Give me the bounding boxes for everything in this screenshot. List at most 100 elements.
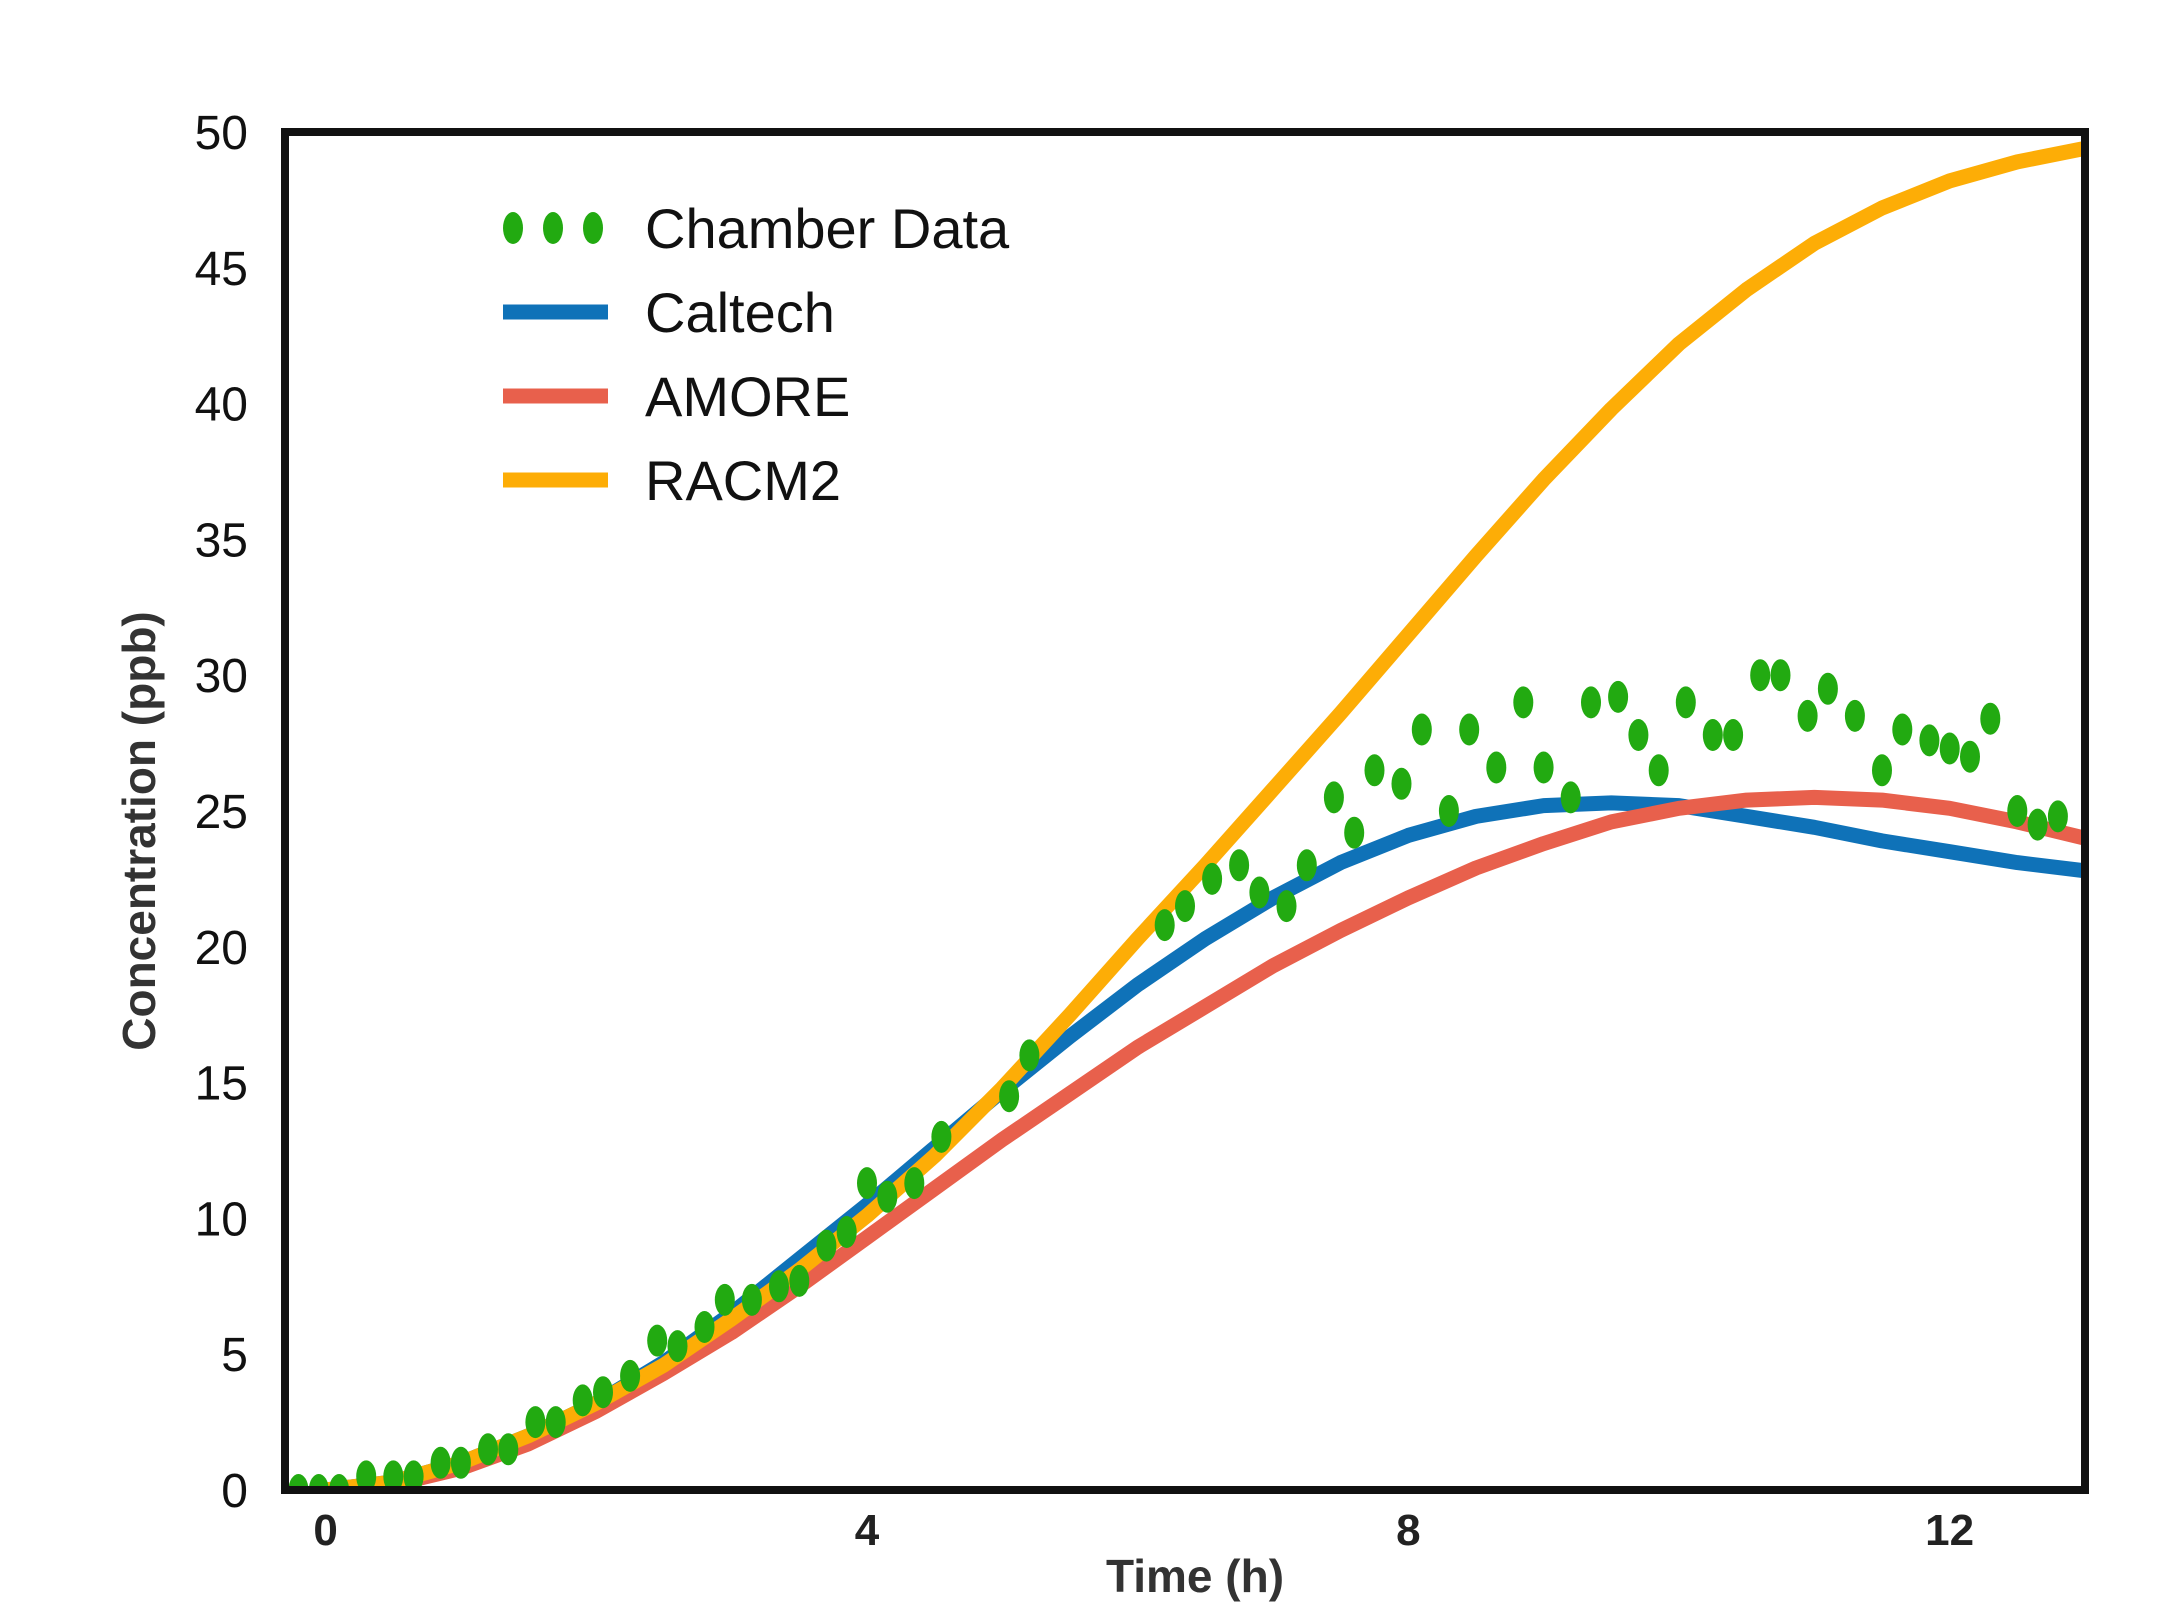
data-point <box>877 1180 898 1213</box>
legend: Chamber Data Caltech AMORE RACM2 <box>503 197 1010 512</box>
x-axis-ticks: 0 4 8 12 <box>313 1506 1974 1555</box>
legend-label: AMORE <box>645 365 850 428</box>
y-tick-label: 35 <box>195 514 248 567</box>
data-point <box>857 1167 877 1200</box>
y-tick-label: 10 <box>195 1193 248 1246</box>
series-line-racm2 <box>324 140 2085 1490</box>
x-tick-label: 0 <box>313 1506 337 1555</box>
data-point <box>356 1460 377 1490</box>
legend-item-racm2: RACM2 <box>503 449 841 512</box>
x-axis-title: Time (h) <box>1106 1550 1284 1602</box>
plot-frame <box>281 128 2089 1494</box>
y-tick-label: 20 <box>195 922 248 975</box>
plot-marks <box>288 140 2085 1490</box>
y-tick-label: 40 <box>195 379 248 432</box>
legend-marker <box>583 212 603 244</box>
data-point <box>450 1446 471 1479</box>
data-point <box>1249 876 1270 909</box>
data-point <box>1648 754 1669 787</box>
data-point <box>403 1460 424 1490</box>
data-point <box>1438 795 1459 827</box>
data-point <box>430 1446 451 1479</box>
legend-label: Caltech <box>645 281 835 344</box>
legend-item-caltech: Caltech <box>503 281 835 344</box>
data-point <box>1459 713 1480 746</box>
data-point <box>1817 672 1838 705</box>
data-point <box>572 1384 593 1417</box>
data-point <box>1202 862 1223 895</box>
x-tick-label: 12 <box>1925 1506 1974 1555</box>
data-point <box>931 1120 952 1153</box>
data-point <box>1628 719 1649 751</box>
data-point <box>999 1080 1020 1113</box>
series-line-amore <box>325 789 2085 1490</box>
data-point <box>2047 800 2068 833</box>
data-point <box>1175 890 1195 923</box>
data-point <box>525 1406 546 1439</box>
data-point <box>694 1311 715 1343</box>
legend-label: Chamber Data <box>645 197 1010 260</box>
legend-item-chamber-data: Chamber Data <box>503 197 1010 260</box>
data-point <box>1019 1039 1040 1072</box>
data-point <box>1560 781 1581 814</box>
data-point <box>1872 754 1892 787</box>
y-axis-ticks: 0 5 10 15 20 25 30 35 40 45 50 <box>195 107 248 1518</box>
data-point <box>545 1406 566 1439</box>
data-point <box>1154 909 1175 942</box>
y-tick-label: 0 <box>221 1465 248 1518</box>
data-point <box>714 1283 735 1316</box>
data-point <box>1344 816 1365 849</box>
legend-marker <box>503 212 523 244</box>
data-point <box>1513 686 1534 719</box>
data-point <box>1323 781 1344 814</box>
data-point <box>1750 659 1771 692</box>
data-point <box>383 1460 404 1490</box>
data-point <box>593 1376 613 1409</box>
data-point <box>478 1433 498 1466</box>
data-point <box>1486 751 1507 784</box>
data-point <box>1533 751 1554 784</box>
data-point <box>1702 719 1723 751</box>
data-point <box>1844 699 1865 732</box>
y-tick-label: 50 <box>195 107 248 160</box>
data-point <box>1723 719 1744 751</box>
data-point <box>769 1270 789 1303</box>
x-tick-label: 8 <box>1396 1506 1420 1555</box>
data-point <box>1770 659 1791 692</box>
x-tick-label: 4 <box>855 1506 880 1555</box>
data-point <box>667 1330 688 1363</box>
series-line-caltech <box>324 795 2085 1490</box>
data-point <box>1608 680 1629 713</box>
legend-label: RACM2 <box>645 449 841 512</box>
data-point <box>1675 686 1696 719</box>
data-point <box>1939 732 1960 765</box>
data-point <box>2007 795 2028 827</box>
data-point <box>1892 713 1913 746</box>
y-tick-label: 15 <box>195 1058 248 1111</box>
data-point <box>647 1324 668 1357</box>
data-point <box>2027 808 2048 841</box>
data-point <box>1980 702 2001 735</box>
data-point <box>836 1216 857 1248</box>
data-point <box>816 1229 837 1262</box>
data-point <box>1391 767 1412 800</box>
data-point <box>1411 713 1432 746</box>
data-point <box>498 1433 519 1466</box>
data-point <box>1296 849 1317 882</box>
y-tick-label: 45 <box>195 243 248 296</box>
y-tick-label: 5 <box>221 1329 248 1382</box>
data-point <box>789 1264 810 1297</box>
y-axis-title: Concentration (ppb) <box>113 611 165 1051</box>
data-point <box>1919 724 1940 757</box>
y-tick-label: 25 <box>195 786 248 839</box>
data-point <box>620 1359 641 1392</box>
legend-item-amore: AMORE <box>503 365 850 428</box>
legend-marker <box>543 212 563 244</box>
data-point <box>904 1167 925 1200</box>
data-point <box>1960 740 1980 773</box>
y-tick-label: 30 <box>195 650 248 703</box>
data-point <box>1364 754 1385 787</box>
data-point <box>1581 686 1601 719</box>
data-point <box>1797 699 1818 732</box>
